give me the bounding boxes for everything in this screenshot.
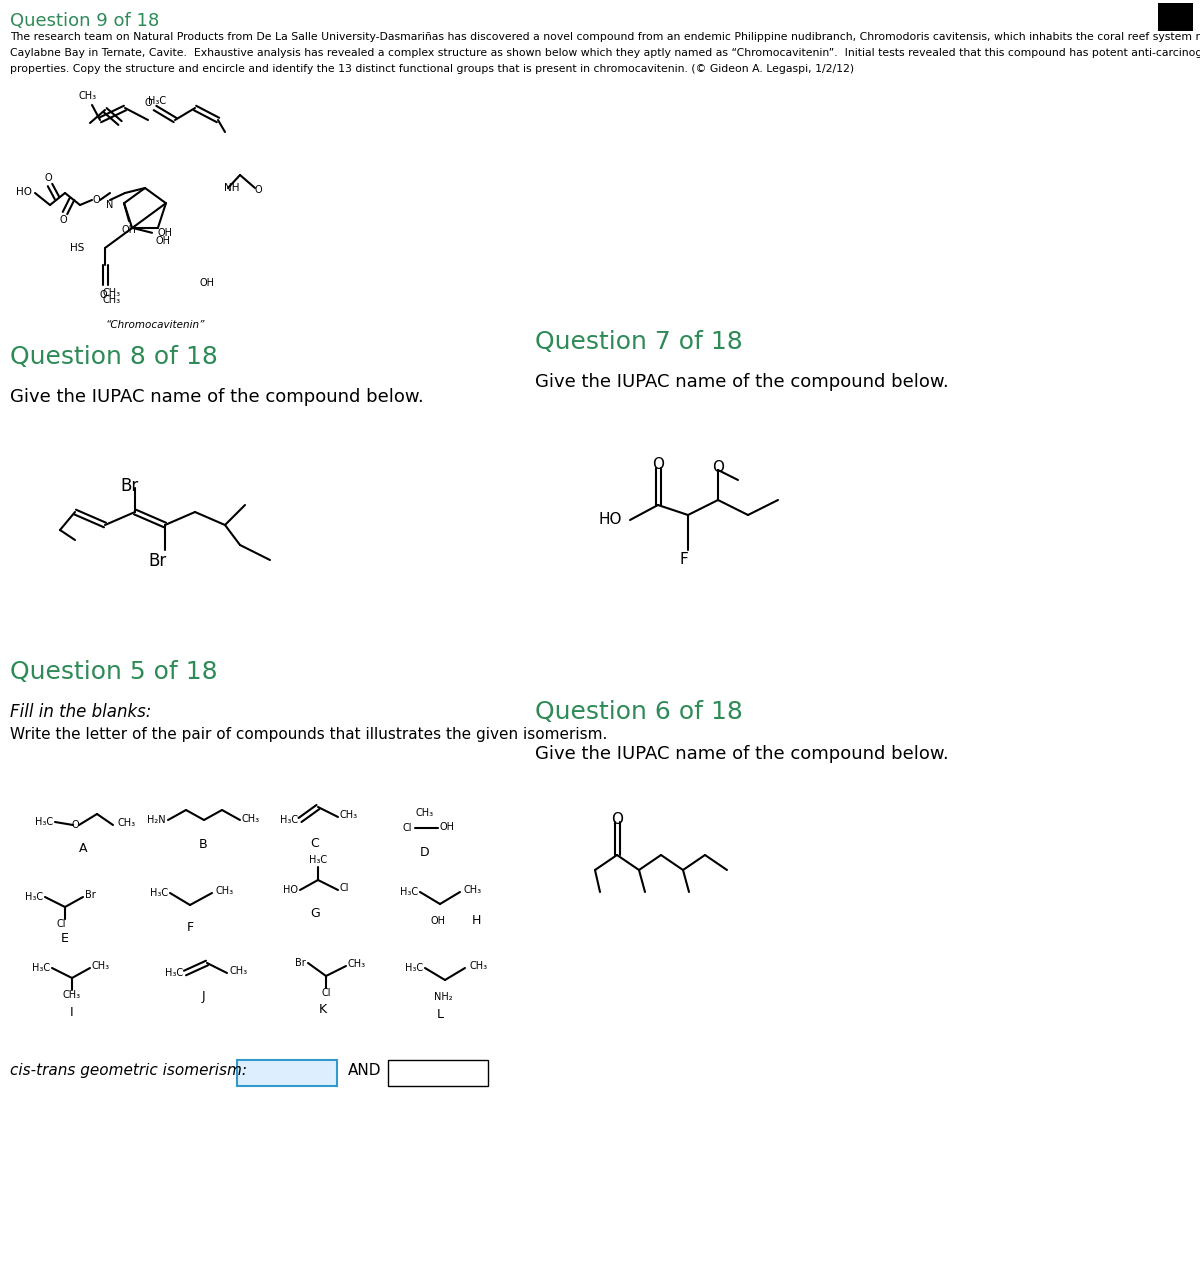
- Text: Question 9 of 18: Question 9 of 18: [10, 11, 160, 31]
- Text: Br: Br: [148, 552, 166, 570]
- Text: F: F: [186, 921, 193, 935]
- Text: O: O: [92, 195, 100, 205]
- Text: Write the letter of the pair of compounds that illustrates the given isomerism.: Write the letter of the pair of compound…: [10, 727, 607, 742]
- Text: H₂N: H₂N: [148, 815, 166, 825]
- Text: H₃C: H₃C: [400, 887, 418, 898]
- Text: O: O: [71, 820, 79, 830]
- Text: OH: OH: [199, 278, 215, 288]
- Text: H₃C: H₃C: [150, 887, 168, 898]
- Text: CH₃: CH₃: [215, 886, 233, 896]
- Text: The research team on Natural Products from De La Salle University-Dasmariñas has: The research team on Natural Products fr…: [10, 32, 1200, 42]
- Text: “Chromocavitenin”: “Chromocavitenin”: [106, 320, 205, 330]
- Text: C: C: [311, 836, 319, 850]
- Text: Question 6 of 18: Question 6 of 18: [535, 700, 743, 724]
- Text: Question 5 of 18: Question 5 of 18: [10, 660, 217, 683]
- Text: HO: HO: [599, 513, 622, 528]
- Text: H₃C: H₃C: [164, 968, 182, 978]
- Text: NH₂: NH₂: [433, 992, 452, 1002]
- Text: CH₃: CH₃: [92, 961, 110, 972]
- Text: CH₃: CH₃: [469, 961, 487, 972]
- Text: H₃C: H₃C: [308, 856, 328, 864]
- Text: Give the IUPAC name of the compound below.: Give the IUPAC name of the compound belo…: [535, 745, 949, 762]
- Text: cis-trans geometric isomerism:: cis-trans geometric isomerism:: [10, 1063, 247, 1077]
- Text: D: D: [420, 847, 430, 859]
- Text: H₃C: H₃C: [404, 963, 424, 973]
- Text: O: O: [100, 289, 107, 300]
- Text: Question 7 of 18: Question 7 of 18: [535, 330, 743, 354]
- Text: K: K: [319, 1003, 328, 1016]
- Text: H: H: [472, 914, 481, 927]
- Text: O: O: [59, 215, 67, 224]
- Text: Cl: Cl: [340, 884, 349, 892]
- Text: Br: Br: [295, 958, 306, 968]
- Text: Fill in the blanks:: Fill in the blanks:: [10, 703, 151, 720]
- Text: HO: HO: [16, 187, 32, 198]
- Text: CH₃: CH₃: [118, 819, 136, 827]
- Text: G: G: [310, 907, 320, 921]
- Text: I: I: [70, 1006, 74, 1019]
- Text: OH: OH: [156, 236, 170, 246]
- Text: CH₃: CH₃: [242, 813, 260, 824]
- Text: Cl: Cl: [322, 988, 331, 998]
- Text: CH₃: CH₃: [340, 810, 358, 820]
- Text: O: O: [652, 456, 664, 472]
- Text: O: O: [144, 98, 152, 108]
- Text: O: O: [44, 173, 52, 184]
- Text: Br: Br: [121, 477, 139, 495]
- Text: N: N: [107, 200, 114, 210]
- Text: H₃C: H₃C: [280, 815, 298, 825]
- Text: A: A: [79, 842, 88, 856]
- Text: Give the IUPAC name of the compound below.: Give the IUPAC name of the compound belo…: [10, 388, 424, 405]
- FancyBboxPatch shape: [1158, 3, 1193, 31]
- Text: CH₃: CH₃: [464, 885, 482, 895]
- Text: OH: OH: [440, 822, 455, 833]
- Text: HS: HS: [70, 244, 84, 252]
- Text: Give the IUPAC name of the compound below.: Give the IUPAC name of the compound belo…: [535, 374, 949, 391]
- Text: OH: OH: [121, 226, 137, 235]
- Text: Br: Br: [85, 890, 96, 900]
- Text: F: F: [679, 552, 689, 567]
- Text: NH: NH: [224, 184, 240, 193]
- FancyBboxPatch shape: [388, 1060, 488, 1086]
- Text: O: O: [254, 185, 262, 195]
- Text: HO: HO: [283, 885, 298, 895]
- Text: O: O: [611, 812, 623, 827]
- Text: J: J: [202, 989, 205, 1003]
- Text: CH₃: CH₃: [416, 808, 434, 819]
- Text: CH₃: CH₃: [348, 959, 366, 969]
- Text: H₃C: H₃C: [32, 963, 50, 973]
- FancyBboxPatch shape: [238, 1060, 337, 1086]
- Text: E: E: [61, 932, 68, 945]
- Text: O: O: [712, 460, 724, 476]
- Text: H₃C: H₃C: [35, 817, 53, 827]
- Text: CH₃: CH₃: [103, 288, 121, 298]
- Text: B: B: [199, 838, 208, 850]
- Text: Cl: Cl: [402, 822, 412, 833]
- Text: CH₃: CH₃: [229, 966, 247, 975]
- Text: OH: OH: [157, 228, 172, 238]
- Text: Question 8 of 18: Question 8 of 18: [10, 346, 218, 368]
- Text: H₃C: H₃C: [148, 96, 166, 106]
- Text: CH₃: CH₃: [62, 989, 82, 1000]
- Text: properties. Copy the structure and encircle and identify the 13 distinct functio: properties. Copy the structure and encir…: [10, 64, 854, 74]
- Text: L: L: [437, 1009, 444, 1021]
- Text: Cl: Cl: [56, 919, 66, 929]
- Text: CH₃: CH₃: [79, 91, 97, 101]
- Text: CH₃: CH₃: [103, 295, 121, 305]
- Text: AND: AND: [348, 1063, 382, 1077]
- Text: OH: OH: [431, 915, 445, 926]
- Text: Caylabne Bay in Ternate, Cavite.  Exhaustive analysis has revealed a complex str: Caylabne Bay in Ternate, Cavite. Exhaust…: [10, 48, 1200, 57]
- Text: H₃C: H₃C: [25, 892, 43, 901]
